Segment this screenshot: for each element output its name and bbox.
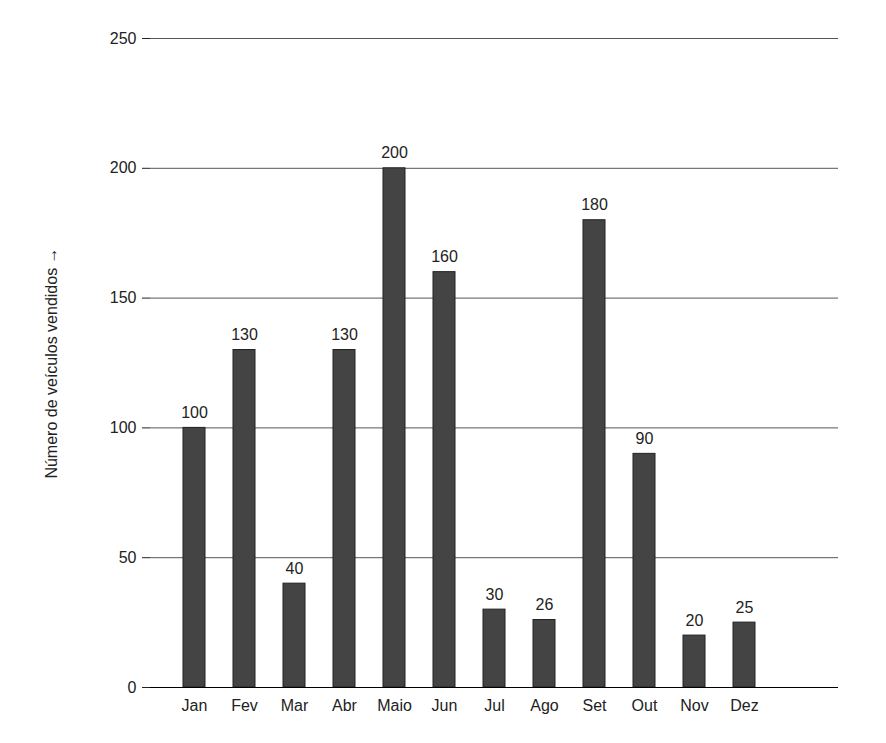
svg-text:30: 30 xyxy=(486,586,504,603)
svg-text:Jan: Jan xyxy=(182,697,208,714)
svg-text:90: 90 xyxy=(636,430,654,447)
svg-text:25: 25 xyxy=(736,599,754,616)
svg-text:Jun: Jun xyxy=(432,697,458,714)
svg-text:Jul: Jul xyxy=(484,697,504,714)
svg-text:250: 250 xyxy=(110,30,137,47)
svg-text:Nov: Nov xyxy=(680,697,708,714)
svg-text:26: 26 xyxy=(536,596,554,613)
svg-text:Dez: Dez xyxy=(730,697,758,714)
svg-text:100: 100 xyxy=(110,419,137,436)
svg-text:Set: Set xyxy=(582,697,607,714)
svg-text:100: 100 xyxy=(181,404,208,421)
svg-text:Maio: Maio xyxy=(377,697,412,714)
svg-text:50: 50 xyxy=(119,549,137,566)
svg-text:0: 0 xyxy=(128,679,137,696)
svg-text:Ago: Ago xyxy=(530,697,559,714)
svg-text:Abr: Abr xyxy=(332,697,358,714)
svg-text:200: 200 xyxy=(381,144,408,161)
svg-text:Out: Out xyxy=(632,697,658,714)
svg-text:Fev: Fev xyxy=(231,697,258,714)
svg-text:150: 150 xyxy=(110,289,137,306)
svg-text:40: 40 xyxy=(286,560,304,577)
svg-text:130: 130 xyxy=(231,326,258,343)
svg-text:Mar: Mar xyxy=(281,697,309,714)
svg-text:160: 160 xyxy=(431,248,458,265)
svg-text:180: 180 xyxy=(581,196,608,213)
svg-text:130: 130 xyxy=(331,326,358,343)
svg-text:Número de veículos vendidos →: Número de veículos vendidos → xyxy=(43,247,60,478)
svg-text:20: 20 xyxy=(686,612,704,629)
svg-text:200: 200 xyxy=(110,159,137,176)
